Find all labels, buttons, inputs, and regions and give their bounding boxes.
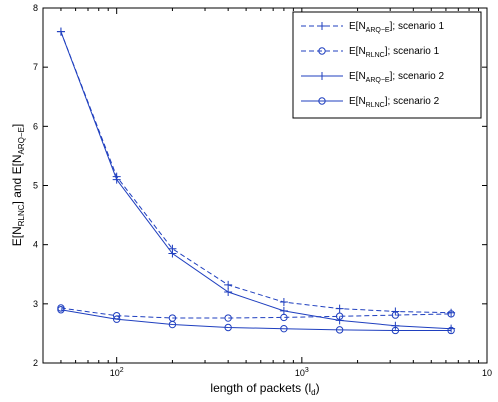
series-3-point-5 [279,306,288,315]
series-4-point-3 [168,320,177,329]
x-tick-label: 102 [110,367,124,378]
series-layer [56,27,456,335]
series-1-point-6 [335,304,344,313]
y-tick-label: 7 [33,62,38,72]
series-line-3 [60,31,452,330]
legend-entry-1: E[NARQ−E]; scenario 1 [349,21,445,34]
y-tick-label: 6 [33,121,38,131]
series-4-point-5 [280,324,288,333]
series-4-point-8 [447,326,455,335]
series-line-2 [60,307,452,319]
legend-marker-1 [318,22,326,30]
legend-entry-2: E[NRLNC]; scenario 1 [349,46,440,59]
y-tick-label: 4 [33,240,38,250]
series-4-point-2 [112,315,121,323]
legend-entry-3: E[NARQ−E]; scenario 2 [349,71,445,84]
y-tick-label: 8 [33,3,38,13]
series-3-point-4 [224,288,233,296]
legend: E[NARQ−E]; scenario 1 E[NRLNC]; scenario … [292,11,482,119]
series-1-point-4 [224,280,233,289]
series-line-1 [60,31,452,314]
x-tick-label: 103 [295,367,309,378]
series-1-point-5 [279,298,288,307]
series-4-point-6 [335,326,344,334]
legend-marker-3 [318,72,326,80]
series-3-point-3 [168,249,177,258]
legend-box [292,11,482,119]
series-4-point-4 [224,323,232,332]
series-4-point-1 [57,306,65,314]
series-2-point-7 [391,311,400,319]
legend-entry-4: E[NRLNC]; scenario 2 [349,96,440,109]
series-line-4 [60,309,452,331]
series-3-point-1 [56,27,65,36]
legend-marker-4 [318,97,326,105]
x-axis-label: length of packets (ld) [210,381,319,397]
y-tick-label: 2 [33,358,38,368]
series-4-point-7 [391,326,400,335]
y-tick-label: 5 [33,181,38,191]
legend-marker-2 [318,47,326,55]
series-3-point-2 [112,175,121,184]
series-2-point-8 [447,310,455,318]
y-tick-label: 3 [33,299,38,309]
y-axis-label: E[NRLNC] and E[NARQ−E] [10,124,26,247]
series-3-point-6 [335,316,344,325]
axes-layer: 2 3 4 5 6 7 8 102 103 10 [33,3,492,378]
series-3-point-7 [391,321,400,330]
x-tick-label: 10 [482,368,492,378]
series-2-point-4 [224,314,232,322]
